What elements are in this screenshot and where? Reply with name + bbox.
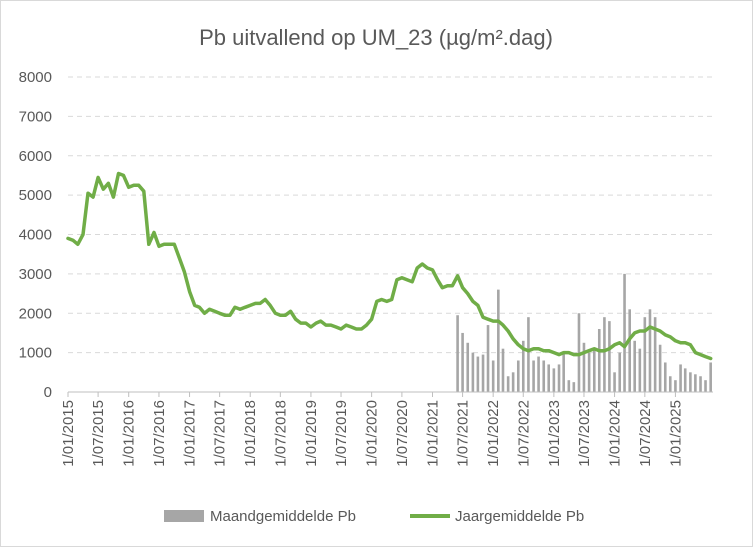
bar-monthly	[582, 342, 586, 392]
y-tick-label: 2000	[19, 305, 52, 322]
bar-monthly	[587, 352, 591, 392]
bar-monthly	[497, 289, 500, 392]
bar-monthly	[516, 360, 520, 392]
bar-monthly	[613, 372, 616, 392]
bar-monthly	[699, 376, 702, 392]
monthly-bars	[456, 273, 712, 392]
bar-monthly	[527, 317, 530, 392]
legend-label-annual: Jaargemiddelde Pb	[455, 508, 584, 525]
bar-monthly	[532, 360, 535, 392]
x-tick-label: 1/01/2023	[546, 400, 563, 467]
x-tick-label: 1/01/2018	[242, 400, 259, 467]
bar-monthly	[547, 364, 551, 392]
bar-monthly	[567, 380, 571, 392]
bar-monthly	[521, 340, 525, 392]
legend-swatch-monthly	[164, 510, 204, 522]
bar-monthly	[501, 348, 505, 392]
bar-monthly	[653, 317, 657, 392]
bar-monthly	[689, 372, 692, 392]
bar-monthly	[628, 309, 631, 392]
bar-monthly	[562, 352, 565, 392]
bar-monthly	[577, 313, 581, 392]
bar-monthly	[491, 360, 495, 392]
bar-monthly	[461, 332, 464, 392]
x-axis-ticks: 1/01/2015 1/07/2015 1/01/2016 1/07/2016 1/01…	[60, 392, 684, 467]
x-tick-label: 1/07/2023	[576, 400, 593, 467]
x-tick-label: 1/01/2025	[667, 400, 684, 467]
bar-monthly	[557, 364, 561, 392]
bar-monthly	[674, 380, 677, 392]
y-axis-ticks: 0 1000 2000 3000 4000 5000 6000 7000 8000	[19, 69, 52, 401]
annual-line-layer	[66, 171, 713, 361]
bar-monthly	[456, 315, 459, 392]
bar-monthly	[511, 372, 515, 392]
bar-monthly	[603, 317, 606, 392]
y-tick-label: 4000	[19, 227, 52, 244]
x-tick-label: 1/01/2020	[364, 400, 381, 467]
x-tick-label: 1/01/2024	[607, 400, 624, 467]
bar-monthly	[648, 309, 652, 392]
y-tick-label: 8000	[19, 69, 52, 86]
x-tick-label: 1/01/2021	[424, 400, 441, 467]
x-tick-label: 1/07/2016	[151, 400, 168, 467]
y-tick-label: 0	[44, 384, 52, 401]
x-tick-label: 1/07/2020	[394, 400, 411, 467]
x-tick-label: 1/07/2021	[455, 400, 472, 467]
bar-monthly	[704, 380, 707, 392]
y-tick-label: 1000	[19, 345, 52, 362]
bar-monthly	[618, 352, 622, 392]
bar-monthly	[471, 352, 475, 392]
bar-monthly	[592, 348, 596, 392]
line-annual	[66, 171, 713, 361]
x-tick-label: 1/01/2022	[485, 400, 502, 467]
bar-monthly	[643, 317, 647, 392]
x-tick-label: 1/07/2019	[333, 400, 350, 467]
bar-monthly	[683, 368, 687, 392]
legend: Maandgemiddelde Pb Jaargemiddelde Pb	[164, 508, 584, 525]
y-tick-label: 7000	[19, 108, 52, 125]
x-tick-label: 1/07/2015	[90, 400, 107, 467]
x-tick-label: 1/07/2018	[272, 400, 289, 467]
bar-monthly	[572, 382, 576, 392]
bar-monthly	[679, 364, 682, 392]
y-tick-label: 5000	[19, 187, 52, 204]
x-tick-label: 1/07/2024	[637, 400, 654, 467]
bar-monthly	[506, 376, 510, 392]
x-tick-label: 1/01/2019	[303, 400, 320, 467]
bar-monthly	[476, 356, 480, 392]
bar-monthly	[638, 348, 642, 392]
bar-monthly	[658, 344, 662, 392]
bar-monthly	[542, 360, 546, 392]
bar-monthly	[663, 362, 667, 392]
bar-monthly	[537, 356, 540, 392]
y-tick-label: 6000	[19, 148, 52, 165]
bar-monthly	[552, 368, 556, 392]
bar-monthly	[709, 362, 712, 392]
chart-title: Pb uitvallend op UM_23 (µg/m².dag)	[199, 25, 553, 50]
x-tick-label: 1/07/2022	[515, 400, 532, 467]
bar-monthly	[608, 321, 611, 392]
bar-monthly	[694, 374, 697, 392]
y-tick-label: 3000	[19, 266, 52, 283]
bar-monthly	[633, 340, 636, 392]
x-tick-label: 1/01/2015	[60, 400, 77, 467]
bar-monthly	[668, 376, 672, 392]
bar-monthly	[486, 325, 490, 392]
legend-label-monthly: Maandgemiddelde Pb	[210, 508, 356, 525]
x-tick-label: 1/01/2017	[182, 400, 199, 467]
bar-monthly	[481, 354, 485, 392]
x-tick-label: 1/01/2016	[121, 400, 138, 467]
bar-monthly	[466, 342, 470, 392]
bar-monthly	[597, 329, 601, 392]
x-tick-label: 1/07/2017	[212, 400, 229, 467]
bar-monthly	[623, 273, 626, 392]
